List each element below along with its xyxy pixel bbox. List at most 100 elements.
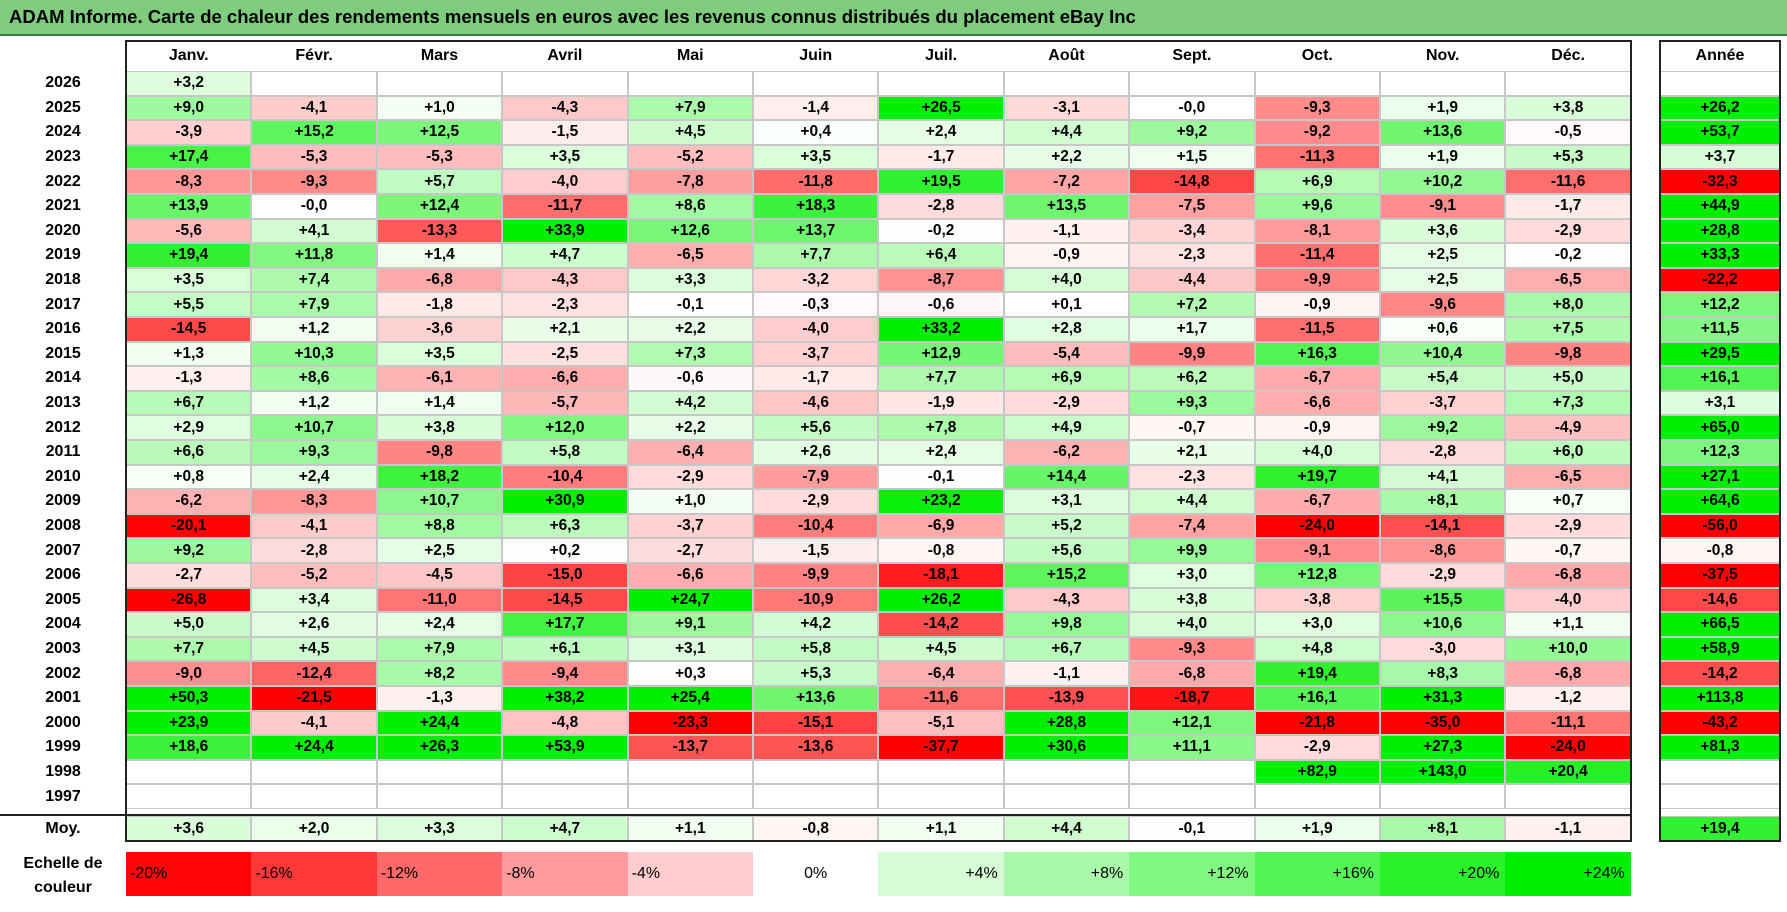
heatmap-cell: +2,5	[1380, 243, 1506, 268]
month-header: Janv.	[126, 40, 252, 71]
heatmap-cell: -6,8	[1505, 563, 1631, 588]
heatmap-cell: -4,0	[1505, 587, 1631, 613]
heatmap-cell: -4,0	[753, 317, 879, 342]
heatmap-cell: +3,8	[376, 415, 503, 440]
heatmap-cell: -6,7	[1254, 489, 1380, 514]
heatmap-cell: -6,4	[627, 440, 753, 465]
heatmap-cell: +8,1	[1380, 489, 1506, 514]
annual-cell: +53,7	[1660, 120, 1780, 145]
year-label: 2017	[45, 295, 81, 313]
heatmap-cell	[1003, 71, 1130, 96]
heatmap-cell: -0,5	[1505, 120, 1631, 145]
heatmap-cell: +143,0	[1380, 759, 1506, 785]
heatmap-cell: +12,8	[1254, 563, 1380, 588]
heatmap-cell: -0,2	[878, 218, 1004, 244]
heatmap-cell: -9,1	[1380, 194, 1506, 219]
heatmap-cell: +1,0	[376, 95, 503, 121]
color-scale-swatch: -16%	[251, 852, 377, 896]
heatmap-cell: -15,0	[502, 563, 628, 588]
heatmap-cell: +3,8	[1129, 587, 1255, 613]
month-header: Déc.	[1505, 40, 1631, 71]
heatmap-cell: +4,9	[1003, 415, 1130, 440]
heatmap-cell: +26,3	[376, 735, 503, 760]
heatmap-cell: +6,7	[1003, 636, 1130, 662]
heatmap-cell: +8,6	[251, 366, 377, 391]
heatmap-cell: -9,3	[251, 169, 377, 194]
heatmap-cell: -2,3	[1129, 464, 1255, 490]
heatmap-cell: +0,1	[1003, 292, 1130, 317]
heatmap-cell: -11,8	[753, 169, 879, 194]
heatmap-cell: +6,6	[126, 440, 252, 465]
heatmap-cell: +2,4	[878, 440, 1004, 465]
heatmap-cell: +7,9	[376, 636, 503, 662]
heatmap-cell: -11,6	[878, 686, 1004, 711]
heatmap-cell: +10,7	[251, 415, 377, 440]
year-label: 2011	[45, 443, 81, 461]
heatmap-cell	[251, 71, 377, 96]
heatmap-cell: +3,6	[1380, 218, 1506, 244]
average-cell: +8,1	[1380, 816, 1506, 842]
heatmap-cell: -21,8	[1254, 710, 1380, 736]
heatmap-cell: +1,2	[251, 390, 377, 416]
color-scale-swatch: -12%	[376, 852, 503, 896]
heatmap-cell: +7,7	[878, 366, 1004, 391]
year-label: 2000	[45, 713, 81, 731]
heatmap-cell: +1,5	[1129, 144, 1255, 170]
heatmap-cell	[1129, 71, 1255, 96]
heatmap-cell: -10,4	[753, 513, 879, 539]
month-header: Août	[1003, 40, 1130, 71]
heatmap-cell: -7,4	[1129, 513, 1255, 539]
heatmap-cell: +4,0	[1003, 267, 1130, 293]
month-header: Mars	[376, 40, 503, 71]
annual-cell: -32,3	[1660, 169, 1780, 194]
heatmap-cell: -2,8	[1380, 440, 1506, 465]
heatmap-cell: -3,0	[1380, 636, 1506, 662]
heatmap-cell: +4,4	[1003, 120, 1130, 145]
heatmap-cell: +1,9	[1380, 95, 1506, 121]
color-scale-label-line2: couleur	[34, 879, 92, 896]
annual-cell: +29,5	[1660, 341, 1780, 367]
heatmap-cell: -9,2	[1254, 120, 1380, 145]
heatmap-cell: +15,2	[251, 120, 377, 145]
heatmap-cell	[376, 759, 503, 785]
heatmap-cell: +3,2	[126, 71, 252, 96]
average-cell: +2,0	[251, 816, 377, 842]
heatmap-cell: -4,8	[502, 710, 628, 736]
heatmap-cell: +19,4	[126, 243, 252, 268]
year-column-header: Année	[1660, 40, 1780, 71]
heatmap-cell: -4,5	[376, 563, 503, 588]
heatmap-cell: -4,4	[1129, 267, 1255, 293]
heatmap-cell: +12,0	[502, 415, 628, 440]
heatmap-cell: -8,6	[1380, 538, 1506, 563]
heatmap-cell: +0,2	[502, 538, 628, 563]
heatmap-cell: -1,9	[878, 390, 1004, 416]
heatmap-cell: -5,4	[1003, 341, 1130, 367]
heatmap-cell: +17,4	[126, 144, 252, 170]
heatmap-cell: +8,8	[376, 513, 503, 539]
heatmap-cell: -0,6	[878, 292, 1004, 317]
heatmap-cell: -5,7	[502, 390, 628, 416]
annual-cell: -22,2	[1660, 267, 1780, 293]
heatmap-cell	[1254, 784, 1380, 809]
heatmap-cell: +9,9	[1129, 538, 1255, 563]
heatmap-cell: +1,2	[251, 317, 377, 342]
heatmap-cell: +4,4	[1129, 489, 1255, 514]
heatmap-cell: -11,3	[1254, 144, 1380, 170]
heatmap-cell	[1254, 71, 1380, 96]
heatmap-cell: +82,9	[1254, 759, 1380, 785]
heatmap-cell: -5,6	[126, 218, 252, 244]
average-cell: +1,1	[878, 816, 1004, 842]
heatmap-cell: -6,5	[627, 243, 753, 268]
annual-cell: +16,1	[1660, 366, 1780, 391]
heatmap-cell: +9,3	[251, 440, 377, 465]
heatmap-cell	[1129, 784, 1255, 809]
heatmap-cell: +6,3	[502, 513, 628, 539]
heatmap-cell: -6,7	[1254, 366, 1380, 391]
heatmap-cell: +7,3	[627, 341, 753, 367]
heatmap-cell	[502, 759, 628, 785]
year-label: 2026	[45, 74, 81, 92]
year-label: 1998	[45, 763, 81, 781]
annual-cell: +113,8	[1660, 686, 1780, 711]
heatmap-cell: +2,4	[878, 120, 1004, 145]
heatmap-cell: -5,1	[878, 710, 1004, 736]
